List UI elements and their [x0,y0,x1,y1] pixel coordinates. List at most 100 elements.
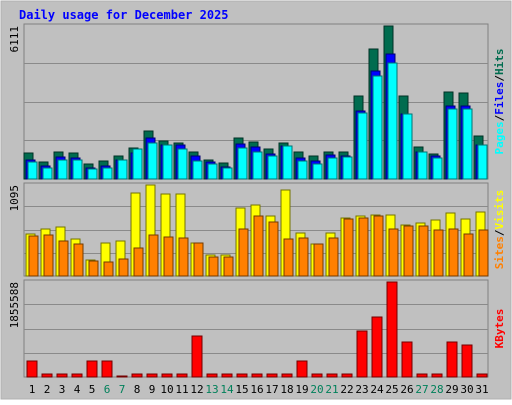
bar-sites-day-28 [433,229,444,277]
bar-kbytes-day-1 [26,360,38,378]
bar-sites-day-20 [313,243,324,277]
bar-sites-day-9 [148,234,159,277]
bar-sites-day-26 [403,225,414,277]
y-axis-max-label: 1855588 [8,282,21,328]
bar-pages-day-17 [267,155,278,180]
x-tick-label-day-13: 13 [205,383,218,396]
bar-pages-day-14 [222,167,233,180]
bar-kbytes-day-24 [371,316,383,378]
bar-sites-day-29 [448,228,459,277]
bar-sites-day-31 [478,229,489,277]
bar-pages-day-22 [342,156,353,180]
x-tick-label-day-5: 5 [89,383,96,396]
legend-part: / [493,75,506,82]
legend-part: Pages [493,121,506,154]
x-tick-label-day-27: 27 [415,383,428,396]
x-tick-label-day-2: 2 [44,383,51,396]
series-kbytes [26,281,488,378]
bar-sites-day-10 [163,236,174,277]
x-tick-label-day-23: 23 [355,383,368,396]
bar-kbytes-day-11 [176,373,188,378]
bar-kbytes-day-2 [41,373,53,378]
bar-pages-day-13 [207,163,218,180]
bar-pages-day-21 [327,157,338,180]
bar-kbytes-day-31 [476,373,488,378]
bar-pages-day-5 [87,168,98,180]
chart-panels: 6111Pages/Files/Hits1095Sites/Visits1855… [8,23,506,378]
x-tick-label-day-15: 15 [235,383,248,396]
x-tick-label-day-24: 24 [370,383,384,396]
x-tick-label-day-1: 1 [29,383,36,396]
bar-kbytes-day-12 [191,335,203,378]
x-tick-label-day-21: 21 [325,383,338,396]
bar-sites-day-11 [178,237,189,277]
x-tick-label-day-17: 17 [265,383,278,396]
bar-kbytes-day-3 [56,373,68,378]
series-legend-label: Pages/Files/Hits [493,49,506,155]
bar-pages-day-10 [162,144,173,180]
x-tick-label-day-28: 28 [430,383,443,396]
bar-sites-day-17 [268,221,279,277]
x-tick-label-day-18: 18 [280,383,293,396]
bar-kbytes-day-14 [221,373,233,378]
bar-kbytes-day-10 [161,373,173,378]
bar-sites-day-25 [388,228,399,277]
legend-part: Files [493,82,506,115]
bar-pages-day-26 [402,113,413,180]
x-tick-label-day-14: 14 [220,383,234,396]
bar-pages-day-11 [177,148,188,180]
bar-kbytes-day-4 [71,373,83,378]
x-tick-label-day-7: 7 [119,383,126,396]
bar-sites-day-12 [193,242,204,277]
bar-pages-day-29 [447,108,458,180]
bar-kbytes-day-19 [296,360,308,378]
bar-sites-day-24 [373,215,384,277]
x-tick-label-day-6: 6 [104,383,111,396]
x-tick-label-day-10: 10 [160,383,173,396]
panel-2: 1095 Sites/Visits [8,182,506,277]
bar-sites-day-16 [253,215,264,277]
bar-kbytes-day-8 [131,373,143,378]
chart-title: Daily usage for December 2025 [19,8,229,22]
bar-kbytes-day-26 [401,341,413,378]
bar-kbytes-day-27 [416,373,428,378]
y-axis-max-label: 1095 [8,185,21,212]
y-axis-max-label: 6111 [8,26,21,53]
x-tick-label-day-4: 4 [74,383,81,396]
bar-pages-day-23 [357,112,368,180]
x-tick-label-day-8: 8 [134,383,141,396]
bar-kbytes-day-29 [446,341,458,378]
bar-sites-day-6 [103,261,114,277]
bar-sites-day-5 [88,260,99,277]
legend-part: Visits [493,190,506,230]
bar-pages-day-27 [417,151,428,180]
x-tick-label-day-12: 12 [190,383,203,396]
series-sites [28,215,489,277]
legend-part: Hits [493,49,506,76]
bar-pages-day-3 [57,159,68,180]
bar-pages-day-20 [312,163,323,180]
bar-kbytes-day-6 [101,360,113,378]
bar-pages-day-30 [462,108,473,180]
bar-kbytes-day-13 [206,373,218,378]
bar-pages-day-31 [477,144,488,180]
bar-pages-day-15 [237,147,248,180]
bar-sites-day-30 [463,233,474,277]
bar-sites-day-22 [343,218,354,277]
bar-sites-day-1 [28,235,39,277]
legend-part: Sites [493,236,506,269]
x-tick-label-day-31: 31 [475,383,488,396]
x-tick-label-day-3: 3 [59,383,66,396]
bar-kbytes-day-16 [251,373,263,378]
bar-kbytes-day-15 [236,373,248,378]
x-tick-label-day-30: 30 [460,383,473,396]
bar-pages-day-4 [72,159,83,180]
legend-part: / [493,229,506,236]
bar-pages-day-2 [42,167,53,180]
bar-pages-day-7 [117,159,128,180]
x-tick-label-day-20: 20 [310,383,323,396]
bar-kbytes-day-22 [341,373,353,378]
bar-kbytes-day-25 [386,281,398,378]
